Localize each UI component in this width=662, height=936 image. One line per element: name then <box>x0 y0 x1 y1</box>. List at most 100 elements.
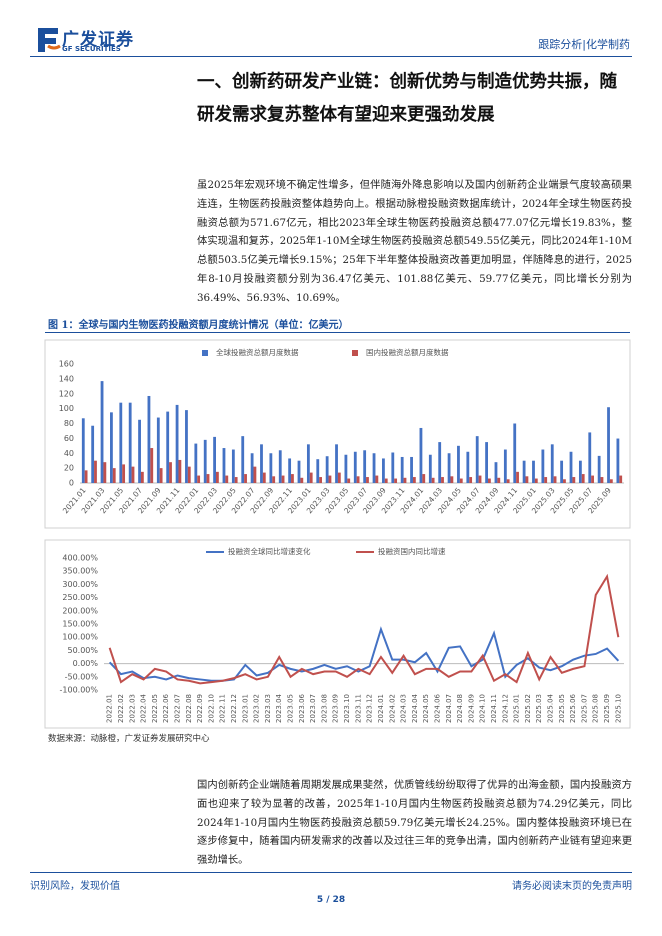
bar <box>541 449 545 483</box>
legend-swatch <box>352 350 358 356</box>
bar <box>447 453 451 483</box>
y-tick-label: 150.00% <box>62 620 98 629</box>
bar <box>497 477 501 483</box>
y-tick-label: -50.00% <box>65 672 99 681</box>
series-line <box>108 626 620 682</box>
x-tick-label: 2025.09 <box>603 694 611 723</box>
footer-rule <box>30 872 632 873</box>
y-tick-label: 80 <box>64 419 74 428</box>
bar <box>503 449 507 483</box>
bar <box>128 402 132 483</box>
x-tick-label: 2024.06 <box>433 693 441 722</box>
bar <box>450 476 454 483</box>
bar <box>410 456 413 483</box>
bar <box>591 475 594 483</box>
y-tick-label: 0.00% <box>73 659 99 668</box>
bar <box>457 445 460 483</box>
bar <box>372 453 376 483</box>
bar <box>431 477 435 483</box>
bar <box>619 475 623 483</box>
x-tick-label: 2022.09 <box>196 694 204 723</box>
x-tick-label: 2025.07 <box>580 694 588 723</box>
x-tick-label: 2022.02 <box>117 694 125 723</box>
bar <box>544 477 548 483</box>
bar <box>412 477 416 483</box>
bar <box>609 479 613 483</box>
logo-text: 广发证券 <box>62 30 134 50</box>
bar <box>469 477 473 483</box>
bar <box>356 476 360 483</box>
bar <box>147 395 151 483</box>
bar <box>600 477 604 483</box>
page-number: 5 / 28 <box>316 895 346 905</box>
legend-label: 投融资国内同比增速 <box>378 546 446 556</box>
paragraph: 国内创新药企业端随着周期发展成果斐然，优质管线纷纷取得了优异的出海金额，国内投融… <box>197 779 632 867</box>
bar <box>382 458 385 483</box>
y-tick-label: 50.00% <box>67 646 98 655</box>
bar <box>347 478 351 483</box>
bar <box>459 478 463 483</box>
source-note: 数据来源：动脉橙，广发证券发展研究中心 <box>48 734 210 744</box>
y-tick-label: 100 <box>59 404 74 413</box>
x-tick-label: 2023.09 <box>332 694 340 723</box>
bar <box>485 442 488 483</box>
bar <box>384 478 388 483</box>
bar <box>291 474 294 483</box>
x-tick-label: 2025.03 <box>535 694 543 723</box>
y-tick-label: 300.00% <box>62 580 98 589</box>
x-tick-label: 2022.12 <box>230 694 238 723</box>
header-rule <box>30 56 632 57</box>
footer-disclaimer: 请务必阅读末页的免责声明 <box>512 881 632 892</box>
x-tick-label: 2023.08 <box>320 694 328 723</box>
bar <box>578 460 582 483</box>
x-tick-label: 2022.05 <box>151 694 159 723</box>
bar <box>241 436 245 483</box>
bar <box>534 478 538 483</box>
bar <box>203 439 207 483</box>
x-tick-label: 2023.02 <box>253 694 261 723</box>
bar <box>394 478 398 483</box>
bar <box>335 444 338 483</box>
bar <box>122 464 126 483</box>
bar <box>288 458 292 483</box>
heading-line: 一、创新药研发产业链：创新优势与制造优势共振，随 <box>197 72 617 92</box>
x-tick-label: 2023.06 <box>298 693 306 722</box>
x-tick-label: 2022.08 <box>185 694 193 723</box>
x-tick-label: 2025.08 <box>592 694 600 723</box>
bar <box>300 477 304 483</box>
bar <box>550 444 554 483</box>
bar <box>84 470 88 483</box>
bar <box>169 462 172 483</box>
x-tick-label: 2025.06 <box>569 693 577 722</box>
bar <box>140 471 144 483</box>
bar <box>494 462 498 483</box>
bar <box>572 477 576 483</box>
logo-mark <box>38 28 61 52</box>
legend-label: 国内投融资总额月度数据 <box>366 347 449 357</box>
x-tick-label: 2024.11 <box>490 694 498 723</box>
x-tick-label: 2024.02 <box>388 694 396 723</box>
bar <box>197 475 201 483</box>
heading: 一、创新药研发产业链：创新优势与制造优势共振，随 研发需求复苏整体有望迎来更强劲… <box>197 66 637 132</box>
x-tick-label: 2024.05 <box>422 694 430 723</box>
bar <box>506 479 510 483</box>
bar <box>375 475 379 483</box>
figure-caption: 图 1：全球与国内生物医药投融资额月度统计情况（单位：亿美元） <box>48 320 349 331</box>
y-tick-label: 40 <box>64 449 74 458</box>
x-tick-label: 2025.05 <box>558 694 566 723</box>
bar <box>328 475 332 483</box>
paragraph: 虽2025年宏观环境不确定性增多，但伴随海外降息影响以及国内创新药企业端景气度较… <box>197 179 632 304</box>
bar <box>185 410 188 483</box>
x-tick-label: 2024.07 <box>445 694 453 723</box>
bar <box>325 456 329 483</box>
bar <box>119 402 123 483</box>
x-tick-label: 2022.07 <box>173 694 181 723</box>
x-tick-label: 2024.03 <box>400 694 408 723</box>
x-tick-label: 2022.10 <box>207 694 215 723</box>
x-tick-label: 2023.04 <box>275 693 283 722</box>
heading-line: 研发需求复苏整体有望迎来更强劲发展 <box>197 105 495 125</box>
bar <box>297 460 301 483</box>
x-tick-label: 2024.08 <box>456 694 464 723</box>
bar <box>616 438 620 483</box>
